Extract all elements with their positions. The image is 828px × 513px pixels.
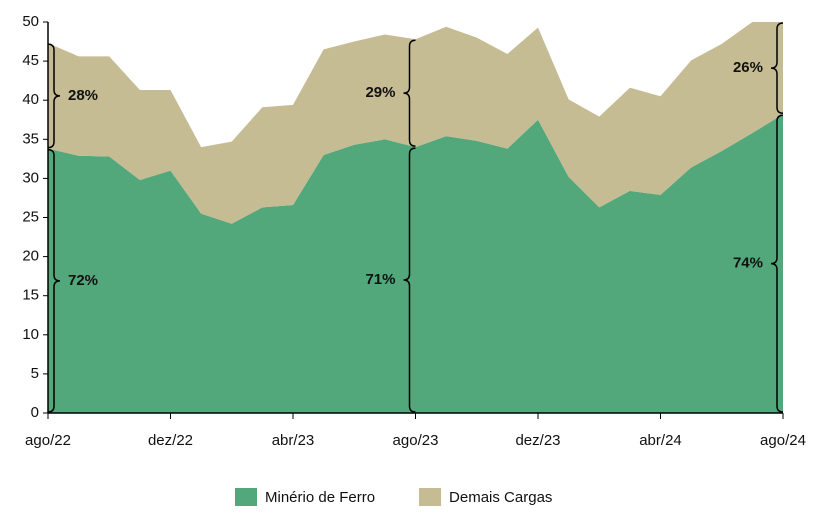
brace: [47, 148, 61, 413]
legend-swatch: [419, 488, 442, 506]
x-tick-label: abr/24: [639, 432, 682, 449]
y-tick-label: 30: [22, 169, 39, 186]
y-tick-label: 0: [31, 404, 39, 421]
share-label: 72%: [68, 272, 98, 289]
x-tick-label: dez/22: [148, 432, 193, 449]
share-label: 74%: [733, 255, 763, 272]
y-tick-label: 25: [22, 208, 39, 225]
legend-swatch: [235, 488, 257, 506]
x-tick-label: dez/23: [515, 432, 560, 449]
brace: [770, 114, 784, 413]
y-tick-label: 20: [22, 248, 39, 265]
share-label: 26%: [733, 59, 763, 76]
x-tick-label: ago/24: [760, 432, 806, 449]
x-tick-label: abr/23: [272, 432, 315, 449]
y-tick-label: 45: [22, 52, 39, 69]
y-tick-label: 35: [22, 130, 39, 147]
y-tick-label: 40: [22, 91, 39, 108]
y-tick-label: 15: [22, 287, 39, 304]
brace: [403, 39, 416, 147]
brace: [770, 22, 784, 115]
brace: [403, 147, 416, 413]
share-label: 71%: [365, 271, 395, 288]
brace: [47, 43, 61, 149]
x-tick-label: ago/22: [25, 432, 71, 449]
x-tick-label: ago/23: [393, 432, 439, 449]
y-tick-label: 5: [31, 365, 39, 382]
legend-label: Demais Cargas: [449, 489, 552, 506]
share-label: 28%: [68, 87, 98, 104]
area: [48, 114, 783, 413]
y-tick-label: 10: [22, 326, 39, 343]
legend-label: Minério de Ferro: [265, 489, 375, 506]
share-label: 29%: [365, 84, 395, 101]
area: [48, 22, 783, 224]
y-tick-label: 50: [22, 13, 39, 30]
